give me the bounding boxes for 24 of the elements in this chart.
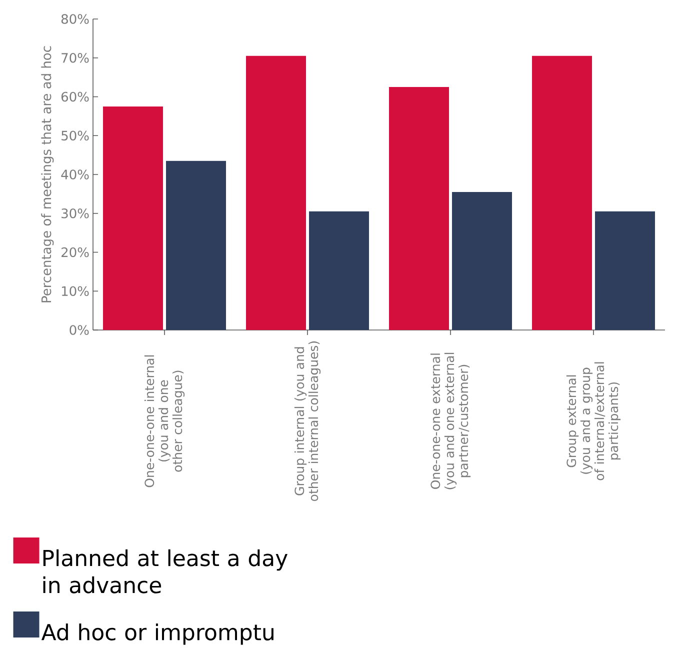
x-tick-label: One-one-one external (you and one external partner/customer) [430,352,471,490]
y-tick-label: 10% [62,286,89,296]
bar [532,56,592,330]
bar [452,192,512,330]
y-axis-title: Percentage of meetings that are ad hoc [41,46,54,302]
x-tick-label: Group external (you and a group of internal/external participants) [566,362,621,480]
legend-label: Ad hoc or impromptu [41,623,274,645]
x-tick-label: Group internal (you and other internal colleagues) [294,341,321,502]
y-tick-label: 20% [62,247,89,258]
bar [103,106,164,330]
bar [309,211,369,330]
bar [389,87,449,330]
bar [594,211,655,330]
y-tick-label: 50% [62,130,89,141]
legend-label: Planned at least a day in advance [43,549,288,594]
y-tick-label: 0% [70,325,89,335]
y-tick-label: 70% [62,52,89,63]
bar [166,160,226,330]
y-tick-label: 60% [61,92,89,102]
bar [246,56,306,330]
y-tick-label: 80% [61,14,89,24]
y-tick-label: 40% [61,170,89,180]
x-tick-label: One-one-one internal (you and one other colleague) [144,355,185,488]
y-tick-label: 30% [62,208,89,218]
